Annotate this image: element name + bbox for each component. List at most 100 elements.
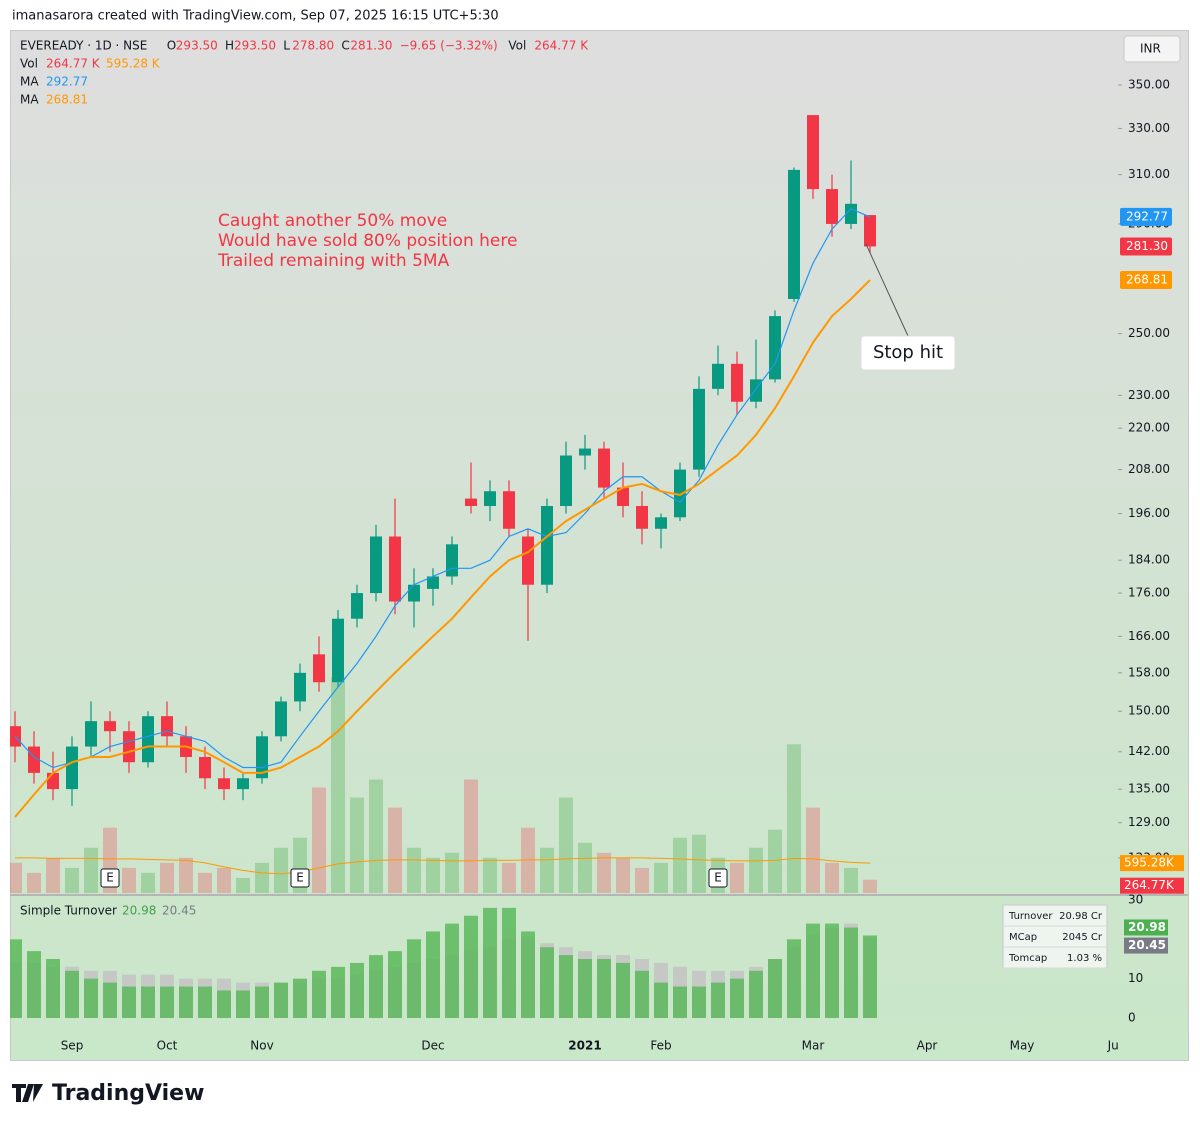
logo — [12, 1084, 43, 1102]
volume-bar — [844, 867, 858, 893]
y-tick-label: 135.00 — [1128, 782, 1170, 796]
callout-box — [860, 335, 956, 371]
legend-text: C — [341, 39, 349, 53]
y-tick-label: 30 — [1128, 893, 1143, 907]
turnover-bar — [103, 982, 117, 1018]
candle-body — [142, 716, 154, 763]
legend-text: L — [283, 39, 290, 53]
turnover-bar — [768, 959, 782, 1018]
turnover-bar — [274, 982, 288, 1018]
turnover-bar — [464, 915, 478, 1018]
turnover-bar — [331, 966, 345, 1018]
turnover-bar — [483, 907, 497, 1018]
y-tick-label: 166.00 — [1128, 629, 1170, 643]
volume-bar — [217, 867, 231, 893]
last-value: 20.98 — [1128, 920, 1166, 934]
candle-body — [503, 491, 515, 529]
legend-text: MA — [20, 93, 39, 107]
volume-bar — [692, 834, 706, 893]
price-label-box — [1120, 207, 1172, 226]
y-tick-label: 310.00 — [1128, 167, 1170, 181]
turnover-bar — [711, 982, 725, 1018]
volume-bar — [749, 847, 763, 893]
volume-bar — [350, 797, 364, 893]
turnover-bar — [863, 935, 877, 1018]
x-tick-label: Feb — [650, 1039, 671, 1053]
ma-line — [14, 279, 871, 818]
volume-bar — [122, 867, 136, 893]
price-label: 281.30 — [1126, 239, 1168, 253]
volume-bar — [654, 862, 668, 893]
turnover-bar — [673, 986, 687, 1018]
y-tick-label: 208.00 — [1128, 462, 1170, 476]
table-key: MCap — [1009, 932, 1037, 943]
volume-bar — [559, 797, 573, 893]
candle-body — [47, 772, 59, 790]
turnover-bar — [597, 959, 611, 1018]
candle-body — [408, 584, 420, 602]
annotation: Caught another 50% move — [218, 211, 447, 231]
legend-text: 278.80 — [292, 39, 334, 53]
turnover-bar — [84, 978, 98, 1018]
candle-body — [579, 448, 591, 456]
volume-label-box — [1120, 855, 1184, 872]
candle-body — [769, 316, 781, 380]
turnover-bar — [445, 923, 459, 1018]
volume-bar — [27, 872, 41, 893]
price-label: 292.77 — [1126, 209, 1168, 223]
y-tick-label: 158.00 — [1128, 665, 1170, 679]
candle-body — [636, 506, 648, 529]
turnover-bar — [122, 986, 136, 1018]
legend-text: Vol — [508, 39, 526, 53]
volume-bar — [578, 842, 592, 893]
currency[interactable]: INR — [1140, 42, 1161, 56]
volume-ma-line — [15, 857, 871, 875]
candle-body — [826, 189, 838, 224]
event-label: E — [106, 871, 114, 885]
y-tick-label: 330.00 — [1128, 121, 1170, 135]
legend-text: Vol — [20, 57, 38, 71]
turnover-bar — [407, 939, 421, 1018]
y-tick-label: 196.00 — [1128, 506, 1170, 520]
legend-text: O — [167, 39, 176, 53]
volume-bar — [160, 862, 174, 893]
volume-bar — [540, 847, 554, 893]
legend-text: 264.77 K — [46, 57, 101, 71]
volume-bar — [673, 837, 687, 893]
event-box — [100, 868, 120, 888]
turnover-bar — [27, 951, 41, 1018]
legend-text: Simple Turnover — [20, 904, 117, 918]
candle-body — [807, 115, 819, 190]
callout-line — [865, 243, 909, 337]
y-tick-label: 142.00 — [1128, 744, 1170, 758]
logo-text: TradingView — [52, 1081, 204, 1106]
turnover-bar — [217, 990, 231, 1018]
volume-bar — [806, 807, 820, 893]
y-tick-label: 220.00 — [1128, 421, 1170, 435]
event-box — [290, 868, 310, 888]
legend-text: 264.77 K — [534, 39, 589, 53]
turnover-bar — [559, 955, 573, 1018]
x-tick-label: Nov — [250, 1039, 273, 1053]
x-tick-label: 2021 — [568, 1039, 601, 1053]
event-box — [708, 868, 728, 888]
legend-text: 20.98 — [122, 904, 156, 918]
candle-body — [123, 731, 135, 763]
x-tick-label: May — [1010, 1039, 1035, 1053]
volume-bar — [787, 744, 801, 893]
x-tick-label: Oct — [157, 1039, 178, 1053]
x-tick-label: Jun — [1107, 1039, 1127, 1053]
legend-text: 268.81 — [46, 93, 88, 107]
table-key: Tomcap — [1008, 953, 1047, 964]
volume-bar — [65, 867, 79, 893]
volume-bar — [597, 852, 611, 893]
legend-text: 281.30 — [350, 39, 392, 53]
y-tick-label: 176.00 — [1128, 586, 1170, 600]
last-value: 20.45 — [1128, 938, 1166, 952]
turnover-bar — [160, 986, 174, 1018]
currency-button[interactable] — [1123, 35, 1181, 63]
turnover-bar — [730, 978, 744, 1018]
volume-bar — [312, 787, 326, 893]
turnover-bar — [502, 907, 516, 1018]
